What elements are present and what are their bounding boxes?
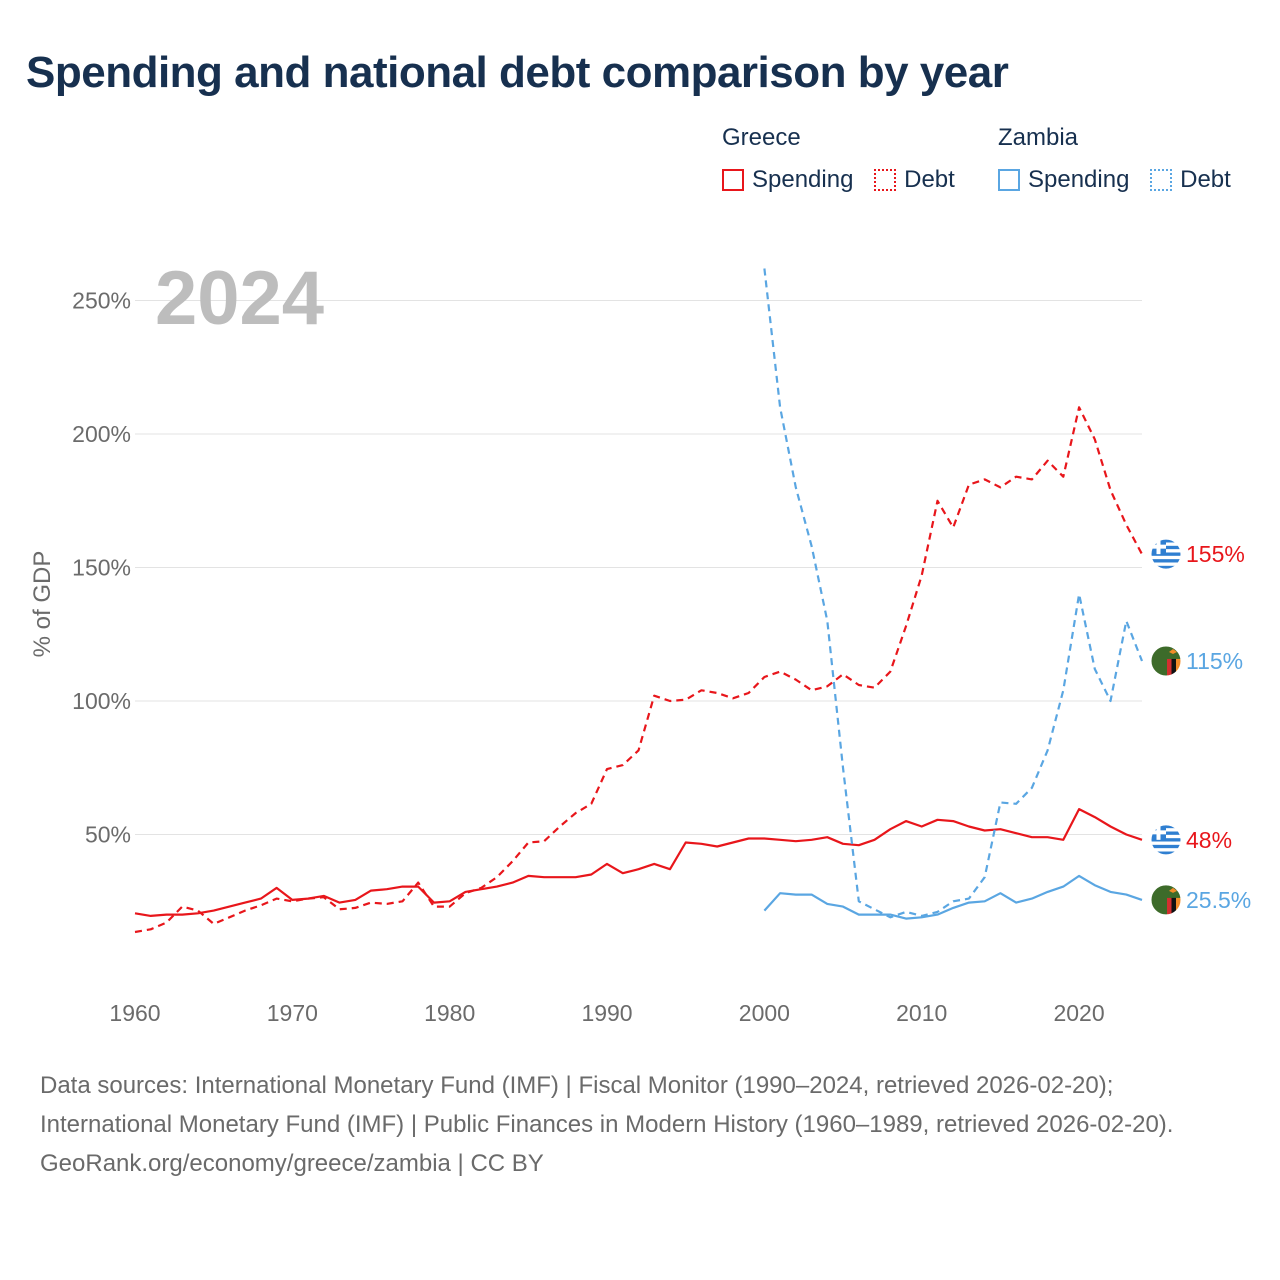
greece-debt-line[interactable] — [134, 406, 1143, 934]
end-value-label: 155% — [1186, 541, 1245, 567]
flag-ring — [1150, 645, 1182, 677]
legend-zambia: Zambia Spending Debt — [998, 124, 1245, 198]
x-tick-label: 2020 — [1053, 1000, 1104, 1026]
end-value-label: 48% — [1186, 827, 1232, 853]
data-sources: Data sources: International Monetary Fun… — [40, 1072, 1174, 1138]
legend-group-title: Zambia — [998, 124, 1079, 151]
y-axis-label: % of GDP — [29, 551, 56, 658]
legend-entry-label: Spending — [752, 166, 854, 193]
zambia-flag-icon — [1151, 645, 1181, 676]
greece-spending-line[interactable] — [134, 807, 1143, 918]
chart-footer: Data sources: International Monetary Fun… — [40, 1066, 1250, 1183]
y-tick-label: 150% — [72, 555, 131, 581]
x-tick-label: 2000 — [739, 1000, 790, 1026]
legend-zambia-debt[interactable]: Debt — [1150, 166, 1231, 194]
legend-entry-label: Spending — [1028, 166, 1130, 193]
y-tick-label: 200% — [72, 421, 131, 447]
legend-zambia-spending[interactable]: Spending — [998, 166, 1129, 194]
x-tick-label: 1980 — [424, 1000, 475, 1026]
flag-ring — [1150, 824, 1182, 856]
year-watermark: 2024 — [155, 256, 324, 341]
legend-greece: Greece Spending Debt — [722, 124, 969, 198]
y-tick-label: 100% — [72, 688, 131, 714]
dotted-line-swatch-icon — [874, 169, 897, 191]
line-chart: 2024 % of GDP 50% 100% 150% 200% 250% 1960 19… — [29, 256, 1251, 1026]
flag-ring — [1150, 538, 1182, 570]
greece-flag-icon — [1151, 824, 1181, 855]
y-tick-label: 50% — [85, 822, 131, 848]
y-tick-label: 250% — [72, 288, 131, 314]
credit-link[interactable]: GeoRank.org/economy/greece/zambia | CC B… — [40, 1150, 544, 1177]
zambia-spending-line[interactable] — [763, 874, 1143, 920]
end-value-label: 25.5% — [1186, 887, 1251, 913]
legend-greece-spending[interactable]: Spending — [722, 166, 853, 194]
solid-line-swatch-icon — [722, 169, 744, 191]
zambia-flag-icon — [1151, 884, 1181, 915]
dotted-line-swatch-icon — [1150, 169, 1173, 191]
legend-group-title: Greece — [722, 124, 801, 151]
legend-greece-debt[interactable]: Debt — [874, 166, 955, 194]
flag-ring — [1150, 884, 1182, 916]
zambia-debt-line[interactable] — [763, 268, 1144, 919]
solid-line-swatch-icon — [998, 169, 1020, 191]
legend-entry-label: Debt — [904, 166, 955, 193]
x-tick-label: 2010 — [896, 1000, 947, 1026]
chart-title: Spending and national debt comparison by… — [26, 48, 1009, 97]
greece-flag-icon — [1151, 539, 1181, 570]
end-value-label: 115% — [1186, 648, 1243, 674]
x-tick-label: 1960 — [109, 1000, 160, 1026]
x-tick-label: 1990 — [581, 1000, 632, 1026]
x-tick-label: 1970 — [267, 1000, 318, 1026]
legend-entry-label: Debt — [1180, 166, 1231, 193]
